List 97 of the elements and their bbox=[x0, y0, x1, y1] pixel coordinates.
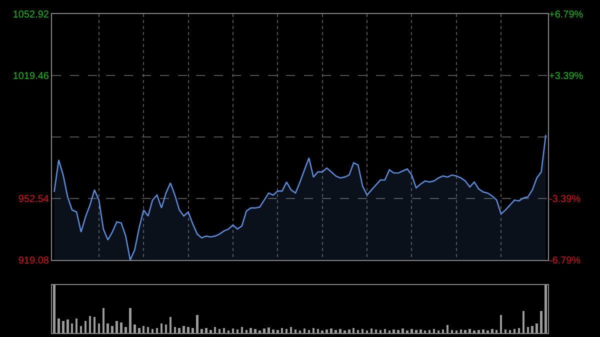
bar bbox=[508, 330, 512, 333]
bar bbox=[540, 310, 542, 333]
bar bbox=[326, 330, 328, 333]
bar bbox=[66, 320, 69, 333]
bar bbox=[294, 330, 297, 333]
bar bbox=[254, 329, 256, 333]
y2-tick-label: +6.79% bbox=[549, 10, 584, 20]
bar bbox=[236, 330, 239, 333]
bar bbox=[120, 322, 122, 333]
bar bbox=[504, 330, 507, 333]
bar bbox=[58, 318, 60, 333]
bar bbox=[285, 329, 288, 333]
bar bbox=[308, 330, 310, 333]
bar bbox=[93, 317, 96, 333]
bar bbox=[196, 315, 198, 333]
bar bbox=[348, 330, 350, 333]
bar bbox=[88, 316, 92, 333]
bar bbox=[240, 327, 244, 333]
bar bbox=[334, 330, 337, 333]
bar bbox=[339, 329, 342, 333]
y2-tick-label: -3.39% bbox=[549, 194, 581, 205]
bar bbox=[513, 329, 516, 333]
bar bbox=[303, 328, 306, 333]
bar bbox=[468, 329, 471, 333]
bar bbox=[156, 328, 158, 333]
bar bbox=[232, 328, 234, 333]
bar bbox=[397, 330, 400, 333]
bar bbox=[420, 330, 422, 333]
bar bbox=[361, 329, 364, 333]
bar bbox=[410, 329, 413, 333]
bar bbox=[526, 327, 530, 333]
bar bbox=[182, 326, 185, 333]
y-tick-label: 1052.92 bbox=[12, 10, 50, 20]
bar bbox=[370, 328, 373, 333]
bar bbox=[272, 330, 274, 333]
bar bbox=[210, 330, 212, 333]
bar bbox=[75, 318, 78, 333]
bar bbox=[218, 329, 221, 333]
bar bbox=[102, 308, 104, 333]
bar bbox=[392, 330, 395, 333]
bar bbox=[518, 328, 520, 333]
bar bbox=[491, 329, 494, 333]
bar bbox=[482, 330, 484, 333]
bar bbox=[496, 330, 498, 333]
bar bbox=[268, 328, 270, 333]
bar bbox=[276, 330, 279, 333]
bar bbox=[356, 330, 360, 333]
bar bbox=[250, 328, 252, 333]
y2-tick-label: -6.79% bbox=[549, 256, 581, 266]
bar bbox=[374, 330, 378, 333]
y2-tick-label: +3.39% bbox=[549, 71, 584, 82]
bar bbox=[151, 329, 154, 333]
bar bbox=[402, 328, 404, 333]
bar bbox=[174, 327, 176, 333]
bar bbox=[138, 328, 140, 333]
bar bbox=[450, 330, 454, 333]
bar bbox=[432, 329, 436, 333]
y-tick-label: 919.08 bbox=[18, 256, 50, 266]
bar bbox=[263, 328, 266, 333]
bar bbox=[415, 330, 418, 333]
bar bbox=[178, 328, 180, 333]
bar bbox=[222, 328, 226, 333]
bar bbox=[200, 329, 203, 333]
bar bbox=[428, 330, 431, 333]
bar bbox=[384, 329, 386, 333]
bar bbox=[84, 321, 87, 333]
bar bbox=[245, 330, 248, 333]
bar bbox=[169, 317, 172, 333]
bar bbox=[281, 328, 284, 333]
bar bbox=[500, 315, 502, 333]
bar bbox=[312, 328, 315, 333]
bar bbox=[187, 327, 190, 333]
bar bbox=[478, 330, 480, 333]
bar bbox=[464, 330, 466, 333]
bar bbox=[111, 326, 114, 333]
bar bbox=[442, 330, 444, 333]
bar bbox=[316, 329, 319, 333]
bar bbox=[116, 321, 118, 333]
bar bbox=[129, 308, 132, 333]
y-tick-label: 952.54 bbox=[18, 194, 50, 205]
bar bbox=[352, 328, 355, 333]
bar bbox=[106, 323, 109, 333]
bar bbox=[192, 328, 194, 333]
bar bbox=[53, 285, 56, 333]
bar bbox=[330, 328, 332, 333]
bar bbox=[214, 327, 216, 333]
bar bbox=[460, 330, 462, 333]
bar bbox=[205, 328, 208, 333]
bar bbox=[531, 326, 534, 333]
bar bbox=[379, 330, 382, 333]
bar bbox=[62, 321, 64, 333]
bar bbox=[134, 324, 136, 333]
bar bbox=[536, 323, 538, 333]
y-tick-label: 1019.46 bbox=[12, 71, 50, 82]
bar bbox=[124, 327, 127, 333]
bar bbox=[544, 285, 547, 333]
bar bbox=[146, 327, 150, 333]
